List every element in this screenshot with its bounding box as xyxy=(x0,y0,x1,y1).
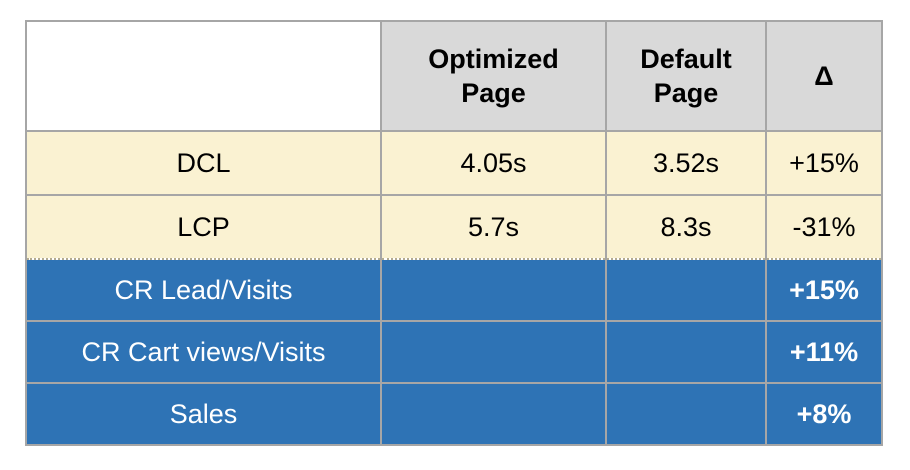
column-header-default-page: Default Page xyxy=(605,20,767,132)
table-row-dcl: DCL 4.05s 3.52s +15% xyxy=(25,130,883,196)
table-row-cr-lead-visits: CR Lead/Visits +15% xyxy=(25,258,883,322)
row-label-lcp: LCP xyxy=(25,194,382,260)
row-label-dcl: DCL xyxy=(25,130,382,196)
table-header-row: Optimized Page Default Page Δ xyxy=(25,20,883,132)
column-header-delta: Δ xyxy=(765,20,883,132)
cell-lcp-delta: -31% xyxy=(765,194,883,260)
column-header-blank xyxy=(25,20,382,132)
cell-cr-lead-visits-delta: +15% xyxy=(765,258,883,322)
row-label-sales: Sales xyxy=(25,382,382,446)
cell-cr-lead-visits-optimized xyxy=(380,258,607,322)
cell-sales-default xyxy=(605,382,767,446)
cell-cr-lead-visits-default xyxy=(605,258,767,322)
column-header-optimized-page: Optimized Page xyxy=(380,20,607,132)
cell-sales-delta: +8% xyxy=(765,382,883,446)
cell-cr-cart-views-visits-optimized xyxy=(380,320,607,384)
cell-dcl-default: 3.52s xyxy=(605,130,767,196)
metrics-comparison-table: Optimized Page Default Page Δ DCL 4.05s … xyxy=(25,20,883,446)
cell-sales-optimized xyxy=(380,382,607,446)
cell-cr-cart-views-visits-delta: +11% xyxy=(765,320,883,384)
row-label-cr-cart-views-visits: CR Cart views/Visits xyxy=(25,320,382,384)
table-row-cr-cart-views-visits: CR Cart views/Visits +11% xyxy=(25,320,883,384)
table-row-sales: Sales +8% xyxy=(25,382,883,446)
cell-lcp-default: 8.3s xyxy=(605,194,767,260)
cell-lcp-optimized: 5.7s xyxy=(380,194,607,260)
row-label-cr-lead-visits: CR Lead/Visits xyxy=(25,258,382,322)
table-row-lcp: LCP 5.7s 8.3s -31% xyxy=(25,194,883,260)
cell-cr-cart-views-visits-default xyxy=(605,320,767,384)
cell-dcl-delta: +15% xyxy=(765,130,883,196)
cell-dcl-optimized: 4.05s xyxy=(380,130,607,196)
